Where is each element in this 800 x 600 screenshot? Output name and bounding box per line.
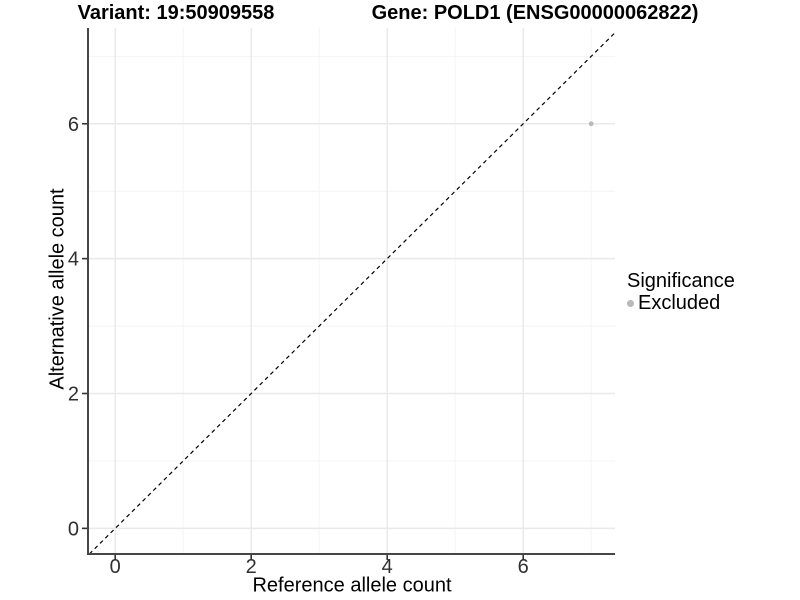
x-tick-label: 4: [382, 556, 393, 578]
plot-title-variant: Variant: 19:50909558: [77, 2, 275, 24]
legend-item-excluded: Excluded: [627, 293, 735, 314]
data-point: [588, 121, 594, 127]
x-tick-label: 0: [110, 556, 121, 578]
y-tick-label: 6: [68, 114, 79, 136]
x-tick-label: 6: [518, 556, 529, 578]
legend-item-label: Excluded: [638, 292, 721, 314]
plot-title-gene: Gene: POLD1 (ENSG00000062822): [371, 2, 699, 24]
y-axis-title-text: Alternative allele count: [46, 188, 69, 390]
x-tick-label: 2: [246, 556, 257, 578]
y-tick-label: 4: [68, 249, 79, 271]
legend-title: Significance: [627, 270, 735, 292]
y-tick-label: 2: [68, 384, 79, 406]
y-tick-label: 0: [68, 518, 79, 540]
identity-dashed-line: [88, 32, 616, 555]
legend: Significance Excluded: [627, 271, 735, 314]
x-axis-title: Reference allele count: [252, 574, 452, 597]
legend-point-icon: [627, 300, 634, 307]
